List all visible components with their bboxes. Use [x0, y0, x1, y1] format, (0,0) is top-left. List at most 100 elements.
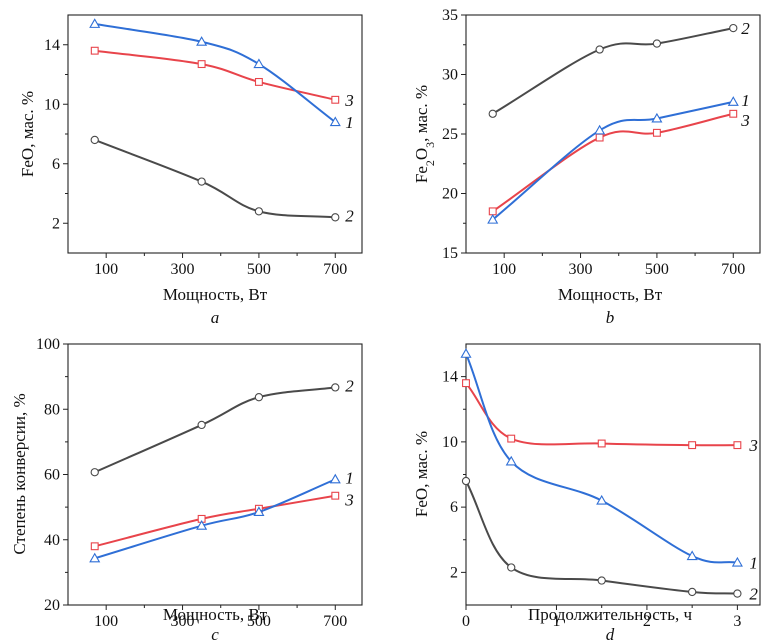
- y-axis-label-part: 3: [423, 142, 437, 148]
- data-point: [197, 420, 206, 430]
- data-point: [90, 46, 99, 55]
- series-line: [492, 100, 734, 221]
- series-label: 1: [345, 468, 354, 487]
- series-3: 3: [462, 379, 758, 455]
- data-point: [331, 491, 340, 500]
- x-tick-label: 300: [171, 261, 195, 278]
- x-tick-label: 0: [462, 613, 470, 630]
- x-tick-label: 1: [552, 613, 560, 630]
- x-tick-label: 700: [323, 613, 347, 630]
- y-tick-label: 10: [44, 96, 60, 113]
- data-point: [729, 23, 738, 33]
- panel-label: b: [606, 308, 615, 327]
- x-axis-label: Мощность, Вт: [558, 285, 663, 304]
- y-tick-label: 2: [450, 564, 458, 581]
- y-tick-label: 25: [442, 126, 458, 143]
- data-point: [460, 348, 472, 358]
- y-tick-label: 100: [36, 336, 60, 353]
- y-axis-label-part: 2: [423, 160, 437, 166]
- data-point: [507, 563, 516, 572]
- series-2: 2: [90, 376, 354, 477]
- series-line: [492, 112, 734, 213]
- series-line: [94, 139, 336, 219]
- panel-label: c: [211, 625, 219, 642]
- series-label: 1: [345, 113, 354, 132]
- series-label: 3: [344, 491, 354, 510]
- plot-frame: [67, 343, 363, 606]
- x-tick-label: 100: [94, 613, 118, 630]
- data-point: [331, 213, 340, 222]
- data-point: [595, 45, 604, 54]
- series-line: [94, 494, 336, 548]
- y-axis-label: Степень конверсии, %: [10, 393, 29, 554]
- data-point: [597, 576, 606, 585]
- x-tick-label: 100: [492, 261, 516, 278]
- series-line: [465, 480, 738, 595]
- series-line: [94, 478, 336, 560]
- panel-label: d: [606, 625, 615, 642]
- data-point: [652, 39, 662, 48]
- series-line: [465, 382, 738, 447]
- series-3: 3: [488, 109, 750, 216]
- data-point: [254, 393, 264, 402]
- data-point: [197, 177, 206, 186]
- data-point: [461, 476, 471, 486]
- data-point: [729, 109, 738, 118]
- series-label: 3: [740, 111, 750, 130]
- data-point: [727, 96, 739, 106]
- plot-frame: [465, 14, 761, 254]
- y-tick-label: 20: [442, 186, 458, 203]
- y-tick-label: 40: [44, 532, 60, 549]
- y-tick-label: 80: [44, 401, 60, 418]
- x-axis-label: Продолжительность, ч: [528, 605, 692, 624]
- series-label: 2: [741, 19, 750, 38]
- x-tick-label: 500: [247, 261, 271, 278]
- x-tick-label: 300: [569, 261, 593, 278]
- series-label: 3: [748, 436, 758, 455]
- data-point: [253, 506, 265, 517]
- y-tick-label: 2: [52, 215, 60, 232]
- y-tick-label: 14: [44, 37, 60, 54]
- y-axis-label: Fe2O3, мас. %: [412, 85, 437, 183]
- x-tick-label: 300: [171, 613, 195, 630]
- y-axis-label-part: Fe: [412, 166, 431, 183]
- y-tick-label: 15: [442, 245, 458, 262]
- data-point: [505, 455, 517, 466]
- series-2: 2: [461, 476, 758, 604]
- y-tick-label: 30: [442, 67, 458, 84]
- x-tick-label: 700: [721, 261, 745, 278]
- series-1: 1: [89, 468, 354, 563]
- data-point: [488, 207, 497, 216]
- series-line: [94, 386, 336, 474]
- y-tick-label: 35: [442, 7, 458, 24]
- series-label: 2: [749, 585, 758, 604]
- y-axis-label-part: O: [412, 148, 431, 160]
- series-1: 1: [487, 91, 750, 224]
- data-point: [597, 439, 606, 448]
- panel-label: a: [211, 308, 220, 327]
- y-tick-label: 14: [442, 369, 458, 386]
- data-point: [329, 473, 341, 484]
- y-tick-label: 6: [450, 499, 458, 516]
- series-line: [492, 27, 734, 115]
- x-axis-label: Мощность, Вт: [163, 605, 268, 624]
- data-point: [89, 552, 101, 563]
- series-label: 1: [749, 554, 758, 573]
- x-axis-label: Мощность, Вт: [163, 285, 268, 304]
- series-3: 3: [90, 46, 354, 110]
- series-label: 2: [345, 206, 354, 225]
- series-label: 2: [345, 376, 354, 395]
- data-point: [197, 60, 206, 69]
- data-point: [595, 133, 604, 142]
- series-line: [465, 353, 738, 564]
- series-line: [94, 22, 336, 123]
- data-point: [331, 95, 340, 104]
- y-axis-label: FeO, мас. %: [18, 91, 37, 177]
- data-point: [254, 77, 263, 86]
- y-axis-label-part: , мас. %: [412, 85, 431, 142]
- x-tick-label: 3: [733, 613, 741, 630]
- data-point: [253, 58, 265, 69]
- data-point: [488, 109, 497, 118]
